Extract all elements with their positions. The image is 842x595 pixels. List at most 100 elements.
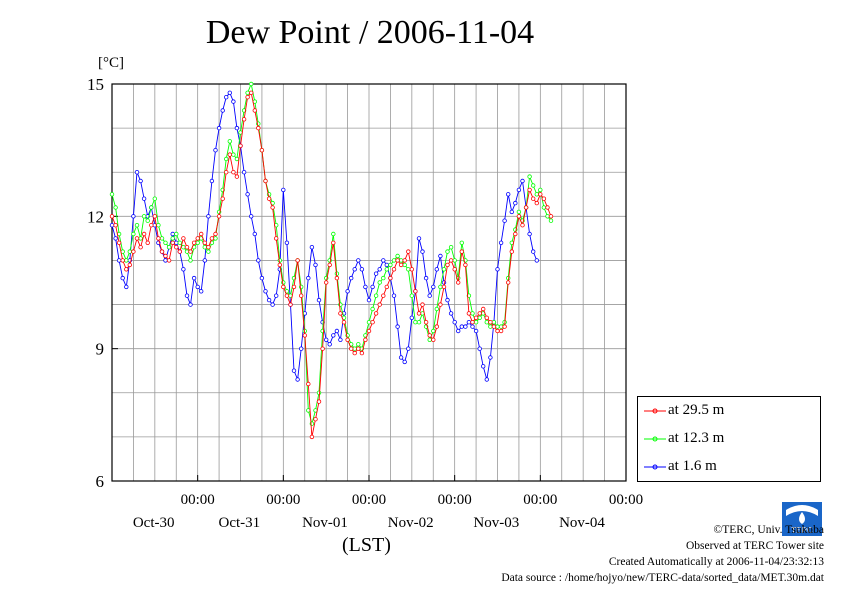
data-point bbox=[509, 249, 514, 254]
data-point bbox=[531, 249, 536, 254]
data-point bbox=[548, 214, 554, 219]
data-point bbox=[545, 214, 550, 219]
data-point bbox=[291, 368, 297, 373]
data-point bbox=[202, 258, 207, 263]
data-point bbox=[413, 320, 418, 325]
data-point bbox=[345, 337, 350, 342]
data-point bbox=[156, 222, 161, 228]
data-point bbox=[481, 364, 486, 369]
data-point bbox=[516, 214, 522, 219]
data-point bbox=[338, 337, 343, 342]
data-point bbox=[381, 293, 386, 298]
data-point bbox=[423, 320, 429, 325]
data-point bbox=[320, 346, 325, 351]
data-point bbox=[299, 293, 304, 298]
series-line bbox=[111, 82, 552, 426]
data-point bbox=[331, 333, 336, 338]
data-point bbox=[231, 169, 236, 175]
data-point bbox=[541, 205, 547, 210]
data-point bbox=[459, 249, 464, 254]
data-point bbox=[220, 108, 225, 113]
data-point bbox=[113, 222, 118, 228]
data-point bbox=[227, 152, 232, 157]
data-point bbox=[252, 231, 257, 237]
data-point bbox=[149, 205, 154, 210]
data-point bbox=[213, 236, 218, 241]
data-point bbox=[281, 284, 286, 290]
data-point bbox=[398, 355, 404, 360]
data-point bbox=[231, 152, 236, 157]
data-point bbox=[299, 346, 304, 351]
data-point bbox=[448, 258, 454, 263]
data-point bbox=[445, 262, 450, 268]
data-point bbox=[506, 280, 511, 285]
data-point bbox=[391, 293, 397, 298]
data-point bbox=[456, 280, 461, 285]
data-point bbox=[384, 262, 389, 268]
legend-swatch-green bbox=[644, 436, 666, 442]
data-point bbox=[441, 267, 447, 272]
data-point bbox=[395, 324, 400, 329]
data-point bbox=[345, 289, 350, 294]
data-point bbox=[259, 275, 265, 281]
credits: ©TERC, Univ. Tsukuba Observed at TERC To… bbox=[501, 522, 824, 586]
data-point bbox=[377, 267, 382, 272]
data-point bbox=[238, 143, 243, 148]
data-point bbox=[331, 240, 336, 245]
data-point bbox=[373, 311, 379, 316]
data-point bbox=[227, 90, 232, 95]
data-point bbox=[202, 240, 207, 245]
data-point bbox=[188, 258, 193, 263]
data-point bbox=[170, 236, 175, 241]
data-point bbox=[370, 284, 375, 290]
data-point bbox=[498, 328, 504, 334]
data-point bbox=[448, 311, 454, 316]
data-point bbox=[416, 320, 422, 325]
data-point bbox=[498, 324, 504, 329]
data-point bbox=[252, 108, 257, 113]
data-point bbox=[406, 267, 411, 272]
data-point bbox=[245, 90, 250, 95]
data-point bbox=[406, 346, 411, 351]
data-point bbox=[124, 258, 129, 263]
data-point bbox=[423, 275, 429, 281]
data-point bbox=[109, 214, 115, 219]
y-tick-label: 9 bbox=[96, 340, 105, 359]
data-point bbox=[284, 293, 290, 298]
data-point bbox=[398, 258, 404, 263]
data-point bbox=[538, 187, 543, 193]
data-point bbox=[452, 267, 457, 272]
data-point bbox=[256, 125, 261, 131]
data-point bbox=[541, 196, 547, 201]
data-point bbox=[131, 214, 136, 219]
x-tick-time-label: 00:00 bbox=[523, 492, 557, 508]
data-point bbox=[491, 324, 497, 329]
legend-item-29-5m: at 29.5 m bbox=[644, 402, 724, 422]
terc-logo: TERC bbox=[782, 502, 822, 536]
data-point bbox=[120, 258, 125, 263]
data-point bbox=[349, 275, 354, 281]
data-point bbox=[259, 147, 265, 153]
x-tick-date-label: Nov-01 bbox=[302, 515, 348, 531]
data-point bbox=[363, 337, 368, 342]
data-point bbox=[381, 258, 386, 263]
data-point bbox=[488, 324, 493, 329]
data-point bbox=[220, 196, 225, 201]
data-point bbox=[109, 222, 115, 228]
legend-swatch-blue bbox=[644, 464, 666, 470]
data-point bbox=[513, 200, 518, 206]
data-point bbox=[188, 249, 193, 254]
data-point bbox=[277, 262, 282, 268]
data-point bbox=[334, 328, 340, 334]
data-point bbox=[516, 209, 522, 215]
data-point bbox=[152, 196, 157, 201]
data-point bbox=[138, 236, 143, 241]
series-line bbox=[111, 91, 538, 380]
data-point bbox=[295, 377, 300, 382]
data-point bbox=[177, 249, 182, 254]
data-point bbox=[366, 328, 372, 334]
data-point bbox=[523, 205, 529, 210]
data-point bbox=[373, 271, 379, 276]
data-point bbox=[191, 275, 197, 281]
data-point bbox=[445, 249, 450, 254]
